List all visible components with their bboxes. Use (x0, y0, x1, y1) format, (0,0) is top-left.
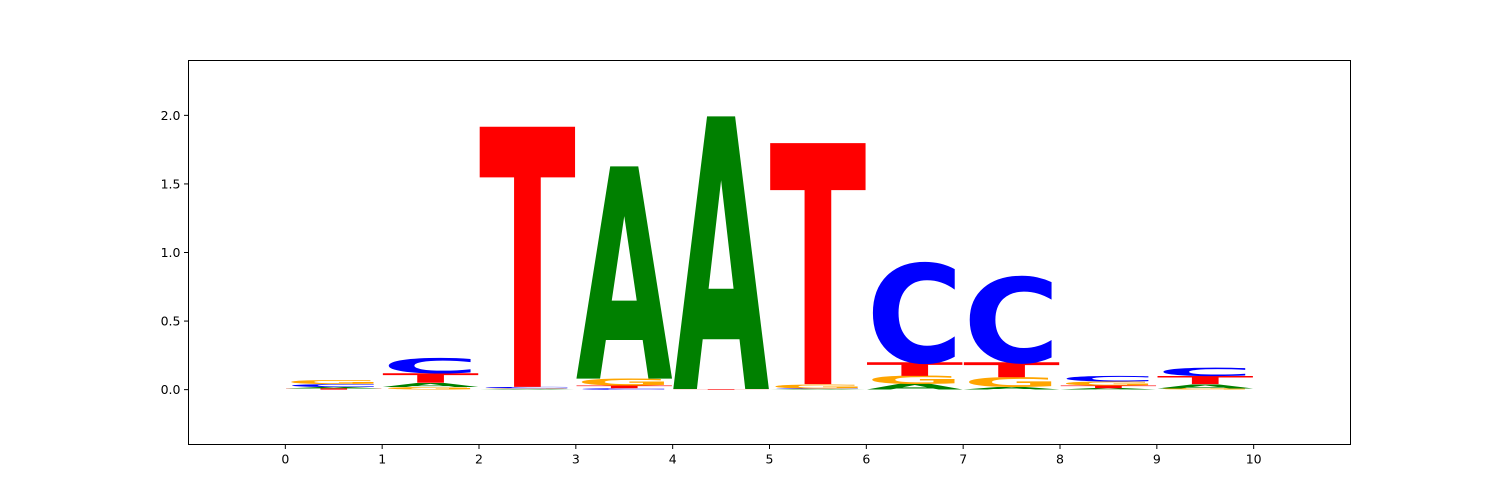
logo-letter-g: G (285, 379, 382, 386)
y-tick-label: 2.0 (161, 108, 181, 123)
logo-letter-a: A (285, 387, 383, 389)
logo-letter-c: C (382, 354, 479, 378)
logo-letter-t: T (963, 358, 1060, 382)
logo-letter-t: T (770, 79, 867, 464)
logo-letter-c: C (1157, 366, 1254, 379)
x-tick-label: 10 (1246, 452, 1262, 467)
logo-letter-g: G (963, 375, 1060, 390)
logo-letter-c: C (963, 255, 1060, 391)
logo-letter-g: G (1060, 380, 1157, 387)
x-tick-label: 0 (281, 452, 289, 467)
x-tick-label: 2 (475, 452, 483, 467)
logo-letter-t: T (673, 389, 770, 390)
x-tick-label: 8 (1056, 452, 1064, 467)
logo-letter-a: A (1157, 383, 1254, 390)
logo-letter-a: A (866, 383, 963, 392)
logo-letter-a: A (576, 108, 673, 447)
logo-letter-c: C (1060, 374, 1157, 383)
logo-letter-g: G (1157, 388, 1254, 390)
logo-letter-c: C (866, 237, 963, 395)
x-tick-label: 3 (572, 452, 580, 467)
logo-letter-a: A (1060, 388, 1158, 390)
y-tick-label: 1.5 (161, 176, 181, 191)
logo-letter-a: A (382, 382, 479, 389)
x-tick-label: 5 (766, 452, 774, 467)
logo-letter-c: C (576, 388, 673, 390)
logo-letter-t: T (382, 371, 479, 386)
y-tick-label: 0.0 (161, 382, 181, 397)
logo-letter-g: G (382, 386, 479, 390)
logo-letter-g: G (770, 383, 867, 390)
logo-letter-a: A (479, 389, 577, 390)
logo-letter-g: G (866, 374, 963, 387)
logo-letter-a: A (963, 386, 1061, 390)
x-axis: 0 1 2 3 4 5 6 7 8 9 10 (281, 444, 1262, 467)
logo-letter-t: T (576, 385, 673, 389)
logo-letter-t: T (1157, 374, 1254, 387)
y-tick-label: 0.5 (161, 314, 181, 329)
x-tick-label: 1 (378, 452, 386, 467)
x-tick-label: 7 (959, 452, 967, 467)
logo-letter-t: T (866, 358, 963, 380)
logo-letter-a: A (673, 42, 771, 478)
logo-letter-a: A (770, 389, 868, 390)
logo-letter-t: T (479, 57, 577, 472)
logo-letter-t: T (285, 388, 382, 390)
logo-letter-g: G (479, 388, 576, 389)
logo-letter-g: G (576, 377, 673, 388)
y-axis: 0.0 0.5 1.0 1.5 2.0 (161, 108, 189, 397)
logo-letter-t: T (1060, 385, 1157, 389)
logo-letter-c: C (479, 387, 576, 389)
x-tick-label: 9 (1153, 452, 1161, 467)
logo-letter-c: C (285, 383, 382, 387)
x-tick-label: 4 (669, 452, 677, 467)
logo-letter-c: C (770, 388, 867, 389)
y-tick-label: 1.0 (161, 245, 181, 260)
x-tick-label: 6 (862, 452, 870, 467)
